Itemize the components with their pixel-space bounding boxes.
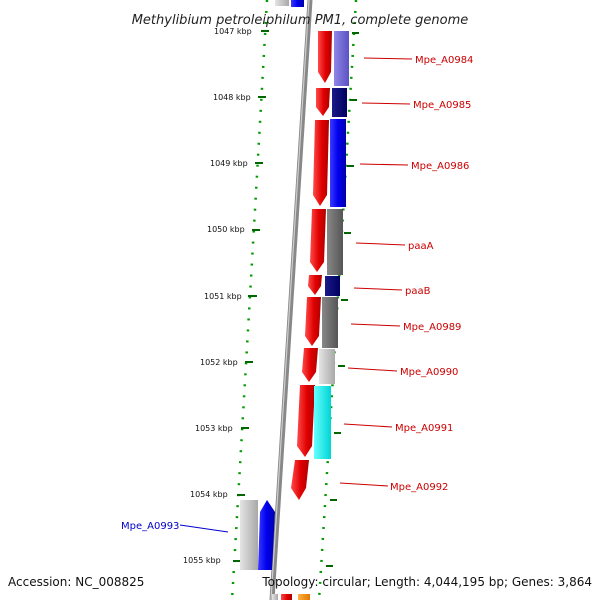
kbp-labels: 1047 kbp 1048 kbp 1049 kbp 1050 kbp 1051… — [183, 27, 252, 565]
kbp-label: 1054 kbp — [190, 490, 228, 499]
gene-cyan — [314, 386, 331, 459]
gene-label: paaB — [405, 286, 431, 297]
gene-top-gray — [275, 0, 289, 6]
gene-dgray-2 — [322, 297, 338, 348]
kbp-label: 1052 kbp — [200, 358, 238, 367]
genome-backbone — [269, 0, 313, 600]
gene-navy — [332, 88, 347, 117]
gene-lgray — [319, 349, 335, 384]
gene-bottom-partial-red — [281, 594, 292, 600]
accession-text: Accession: NC_008825 — [8, 575, 144, 589]
gene-bottom-blue — [258, 500, 275, 570]
gene-bottom-gray — [240, 500, 258, 570]
gene-blue — [330, 119, 346, 207]
gene-red-3 — [313, 120, 329, 206]
kbp-label: 1047 kbp — [214, 27, 252, 36]
callout-lines — [179, 57, 413, 533]
kbp-label: 1051 kbp — [204, 292, 242, 301]
gene-red-2 — [316, 88, 330, 116]
gene-red-6 — [305, 297, 321, 346]
gene-bottom-partial-gray — [272, 594, 278, 600]
topology-text: Topology: circular; Length: 4,044,195 bp… — [261, 575, 592, 589]
kbp-label: 1048 kbp — [213, 93, 251, 102]
right-gene-lane — [314, 31, 349, 459]
red-gene-strand — [291, 31, 332, 500]
gene-navy-2 — [325, 276, 340, 296]
kbp-label: 1050 kbp — [207, 225, 245, 234]
gene-label: Mpe_A0993 — [121, 521, 179, 532]
kbp-label: 1055 kbp — [183, 556, 221, 565]
gene-red-1 — [318, 31, 332, 83]
genome-backbone-highlight — [270, 0, 310, 600]
gene-red-8 — [297, 385, 315, 457]
gene-dgray-1 — [327, 209, 343, 275]
gene-bottom-partial-orange — [298, 594, 310, 600]
right-ticks — [326, 32, 359, 567]
gene-red-9 — [291, 460, 309, 500]
gene-label: Mpe_A0991 — [395, 423, 453, 434]
kbp-label: 1053 kbp — [195, 424, 233, 433]
gene-label: Mpe_A0989 — [403, 322, 461, 333]
gene-purple — [334, 31, 349, 86]
gene-labels: Mpe_A0984 Mpe_A0985 Mpe_A0986 paaA paaB … — [121, 55, 473, 532]
gene-label: Mpe_A0992 — [390, 482, 448, 493]
gene-red-7 — [302, 348, 318, 382]
gene-label: Mpe_A0985 — [413, 100, 471, 111]
gene-label: Mpe_A0984 — [415, 55, 473, 66]
gene-label: Mpe_A0990 — [400, 367, 458, 378]
gene-label: Mpe_A0986 — [411, 161, 469, 172]
map-title: Methylibium petroleiphilum PM1, complete… — [132, 13, 469, 28]
gene-label: paaA — [408, 241, 434, 252]
gene-red-4 — [310, 209, 326, 272]
gene-top-blue — [291, 0, 304, 7]
kbp-label: 1049 kbp — [210, 159, 248, 168]
gene-red-5 — [308, 275, 322, 295]
kbp-ticks — [233, 30, 269, 562]
